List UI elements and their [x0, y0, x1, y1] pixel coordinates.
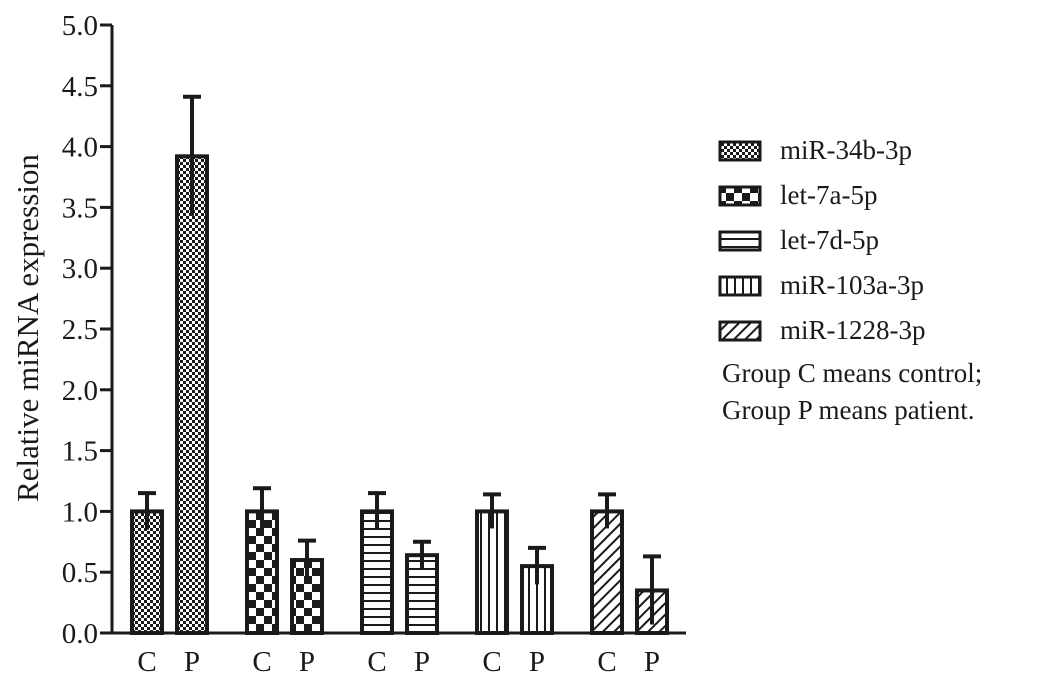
y-tick-label: 4.0	[62, 132, 98, 164]
bar-miR-103a-3p-C	[475, 509, 509, 635]
legend-label: let-7a-5p	[780, 180, 878, 210]
legend-items: miR-34b-3p let-7a-5p let-7d-5p miR-103a-3p m…	[718, 128, 982, 353]
y-axis-label: Relative miRNA expression	[10, 154, 45, 502]
x-tick-label: C	[597, 646, 616, 677]
bar-miR-1228-3p-C	[590, 509, 624, 635]
y-tick-label: 3.5	[62, 192, 98, 224]
legend-swatch	[718, 140, 762, 161]
x-tick-label: P	[644, 646, 660, 677]
legend-item: miR-1228-3p	[718, 308, 982, 353]
y-tick-label: 0.0	[62, 618, 98, 650]
legend-item: let-7d-5p	[718, 218, 982, 263]
bar-miR-34b-3p-C	[130, 509, 164, 635]
legend-swatch	[718, 185, 762, 206]
y-tick-label: 4.5	[62, 71, 98, 103]
y-tick-label: 1.5	[62, 436, 98, 468]
x-tick-label: P	[184, 646, 200, 677]
y-tick-label: 2.0	[62, 375, 98, 407]
legend-label: miR-1228-3p	[780, 315, 926, 345]
legend-swatch-fill	[718, 185, 762, 206]
x-tick-label: P	[529, 646, 545, 677]
legend-item: miR-103a-3p	[718, 263, 982, 308]
legend-label: let-7d-5p	[780, 225, 879, 255]
legend-note-patient: Group P means patient.	[722, 395, 975, 425]
x-tick-label: P	[414, 646, 430, 677]
x-tick-label: C	[482, 646, 501, 677]
x-tick-label: C	[252, 646, 271, 677]
legend-swatch-fill	[718, 140, 762, 161]
legend: miR-34b-3p let-7a-5p let-7d-5p miR-103a-3p m…	[718, 128, 982, 427]
legend-swatch-fill	[718, 320, 762, 341]
x-tick-label: P	[299, 646, 315, 677]
legend-swatch-fill	[718, 275, 762, 296]
bars	[130, 94, 669, 636]
legend-note-control: Group C means control;	[722, 358, 983, 388]
legend-item: miR-34b-3p	[718, 128, 982, 173]
legend-swatch	[718, 320, 762, 341]
y-tick-label: 2.5	[62, 314, 98, 346]
legend-item: let-7a-5p	[718, 173, 982, 218]
legend-label: miR-103a-3p	[780, 270, 924, 300]
legend-label: miR-34b-3p	[780, 135, 912, 165]
legend-swatch-fill	[718, 230, 762, 251]
y-tick-label: 5.0	[62, 10, 98, 42]
x-tick-label: C	[367, 646, 386, 677]
bar-miR-34b-3p-P	[175, 154, 209, 635]
legend-swatch	[718, 275, 762, 296]
legend-swatch	[718, 230, 762, 251]
y-tick-label: 0.5	[62, 557, 98, 589]
axes: 0.00.51.01.52.02.53.03.54.04.55.0C P C P C P C…	[62, 10, 686, 677]
y-tick-label: 1.0	[62, 496, 98, 528]
y-tick-label: 3.0	[62, 253, 98, 285]
x-tick-label: C	[137, 646, 156, 677]
